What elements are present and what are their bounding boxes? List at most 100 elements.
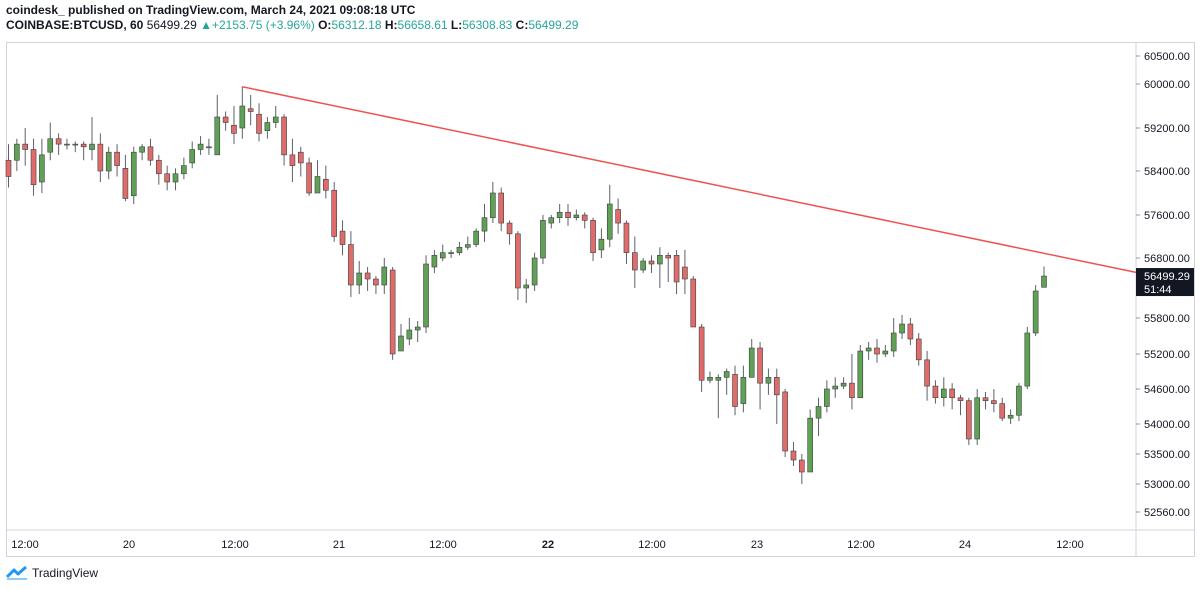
candle-down[interactable] — [849, 382, 855, 399]
candle-up[interactable] — [431, 255, 438, 268]
candle-up[interactable] — [832, 385, 839, 390]
candle-down[interactable] — [924, 359, 930, 387]
candle-down[interactable] — [581, 214, 588, 221]
candle-up[interactable] — [548, 217, 555, 224]
candle-up[interactable] — [1024, 332, 1031, 387]
candle-down[interactable] — [991, 400, 997, 404]
candle-down[interactable] — [590, 220, 596, 253]
candle-down[interactable] — [790, 450, 797, 461]
candle-up[interactable] — [481, 217, 488, 232]
candle-down[interactable] — [874, 347, 880, 355]
candle-up[interactable] — [974, 397, 980, 440]
candle-up[interactable] — [214, 116, 221, 156]
candle-up[interactable] — [189, 149, 196, 164]
trendline[interactable] — [242, 86, 1137, 274]
candle-up[interactable] — [1016, 385, 1022, 416]
candle-down[interactable] — [80, 143, 87, 148]
candle-down[interactable] — [114, 151, 120, 166]
candle-up[interactable] — [490, 192, 496, 218]
candle-down[interactable] — [732, 374, 738, 407]
candle-up[interactable] — [406, 329, 413, 340]
candle-down[interactable] — [256, 113, 262, 134]
candle-down[interactable] — [348, 244, 354, 286]
candle-down[interactable] — [323, 178, 329, 191]
candle-down[interactable] — [147, 146, 154, 161]
candle-up[interactable] — [448, 252, 454, 254]
candle-up[interactable] — [89, 143, 95, 150]
candle-down[interactable] — [799, 459, 805, 473]
candle-down[interactable] — [289, 154, 296, 166]
candle-down[interactable] — [222, 116, 229, 123]
candle-up[interactable] — [890, 332, 897, 352]
candle-up[interactable] — [130, 151, 137, 197]
candle-down[interactable] — [231, 124, 237, 134]
candle-down[interactable] — [773, 377, 780, 396]
candle-up[interactable] — [414, 326, 421, 331]
tradingview-footer[interactable]: TradingView — [6, 566, 98, 580]
candle-down[interactable] — [665, 255, 672, 259]
candle-up[interactable] — [707, 377, 713, 381]
candle-down[interactable] — [306, 162, 312, 194]
candle-up[interactable] — [748, 347, 755, 378]
candle-down[interactable] — [915, 338, 922, 361]
candle-up[interactable] — [1032, 290, 1039, 334]
candle-down[interactable] — [982, 397, 989, 401]
candle-down[interactable] — [498, 192, 504, 224]
candle-down[interactable] — [782, 391, 788, 452]
candle-down[interactable] — [281, 116, 287, 156]
candle-down[interactable] — [22, 143, 29, 150]
candle-down[interactable] — [632, 252, 638, 271]
candle-up[interactable] — [64, 143, 70, 146]
candle-up[interactable] — [239, 105, 246, 129]
candle-up[interactable] — [139, 146, 145, 153]
candle-down[interactable] — [389, 269, 396, 355]
candle-up[interactable] — [14, 143, 20, 161]
candle-up[interactable] — [473, 230, 479, 245]
candle-down[interactable] — [932, 385, 939, 399]
candle-up[interactable] — [531, 257, 538, 286]
candle-up[interactable] — [1007, 414, 1014, 419]
candle-up[interactable] — [439, 252, 446, 259]
candle-down[interactable] — [506, 222, 513, 235]
candle-up[interactable] — [640, 260, 646, 271]
candle-down[interactable] — [55, 138, 62, 145]
candle-down[interactable] — [949, 388, 955, 399]
candle-up[interactable] — [197, 143, 204, 150]
candle-down[interactable] — [339, 230, 346, 245]
candle-up[interactable] — [765, 377, 772, 384]
candle-down[interactable] — [247, 108, 254, 112]
candle-up[interactable] — [899, 323, 905, 334]
candle-up[interactable] — [598, 238, 605, 251]
candle-down[interactable] — [331, 189, 337, 237]
candle-up[interactable] — [540, 220, 546, 259]
candle-up[interactable] — [356, 272, 363, 286]
candle-up[interactable] — [423, 263, 429, 328]
candle-up[interactable] — [857, 350, 864, 399]
candle-up[interactable] — [523, 284, 530, 289]
candle-down[interactable] — [615, 209, 621, 224]
candle-up[interactable] — [657, 255, 663, 265]
candle-up[interactable] — [865, 347, 872, 352]
candle-down[interactable] — [364, 272, 371, 280]
candle-down[interactable] — [623, 222, 630, 253]
candle-down[interactable] — [30, 149, 37, 186]
candle-down[interactable] — [373, 278, 379, 286]
candle-up[interactable] — [1041, 275, 1047, 288]
candle-up[interactable] — [172, 173, 179, 183]
candle-down[interactable] — [297, 151, 304, 164]
candle-down[interactable] — [515, 233, 521, 289]
candle-down[interactable] — [97, 143, 104, 172]
candle-down[interactable] — [698, 326, 705, 381]
candle-up[interactable] — [381, 266, 388, 286]
candle-down[interactable] — [966, 400, 972, 440]
candle-down[interactable] — [164, 173, 170, 183]
candle-up[interactable] — [398, 335, 404, 352]
candle-down[interactable] — [957, 397, 964, 401]
candle-down[interactable] — [122, 168, 129, 199]
candle-up[interactable] — [206, 146, 212, 149]
candle-up[interactable] — [573, 214, 580, 218]
candle-up[interactable] — [815, 406, 822, 419]
candle-down[interactable] — [999, 403, 1006, 419]
candle-up[interactable] — [105, 151, 112, 172]
